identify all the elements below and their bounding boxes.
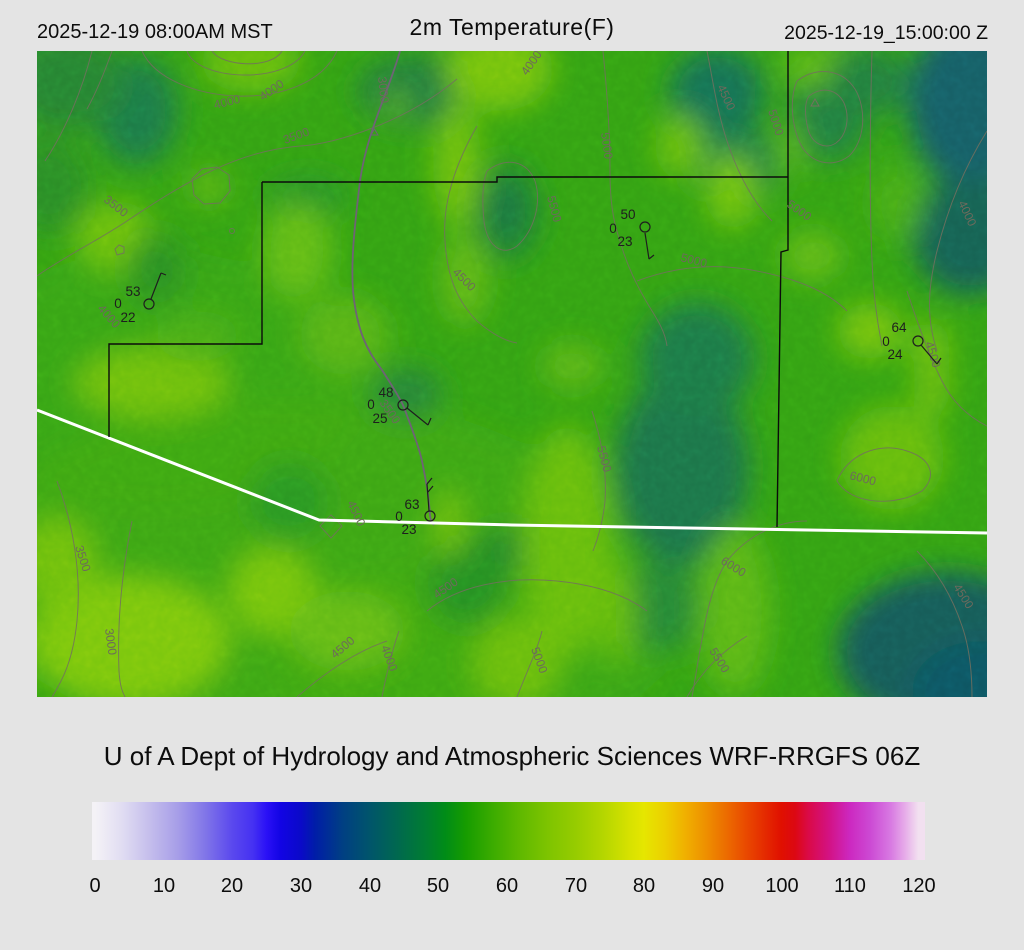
svg-text:64: 64	[891, 320, 907, 335]
svg-text:5500: 5500	[594, 444, 615, 474]
svg-text:24: 24	[887, 347, 903, 362]
svg-text:50: 50	[620, 207, 635, 222]
svg-text:63: 63	[404, 497, 419, 512]
svg-text:5000: 5000	[598, 131, 616, 160]
svg-text:53: 53	[125, 284, 140, 299]
svg-text:0: 0	[395, 509, 403, 524]
svg-text:5500: 5500	[544, 194, 565, 224]
svg-text:6000: 6000	[848, 468, 878, 488]
svg-text:4000: 4000	[212, 92, 242, 112]
svg-text:3000: 3000	[375, 76, 392, 104]
svg-text:23: 23	[617, 234, 632, 249]
svg-text:23: 23	[401, 522, 416, 537]
svg-text:0: 0	[367, 397, 375, 412]
svg-text:25: 25	[372, 411, 387, 426]
svg-text:0: 0	[114, 296, 122, 311]
svg-text:3000: 3000	[102, 627, 120, 656]
svg-text:0: 0	[882, 334, 890, 349]
svg-text:5000: 5000	[679, 250, 709, 270]
svg-text:48: 48	[378, 385, 393, 400]
svg-text:22: 22	[120, 310, 135, 325]
svg-text:0: 0	[609, 221, 617, 236]
